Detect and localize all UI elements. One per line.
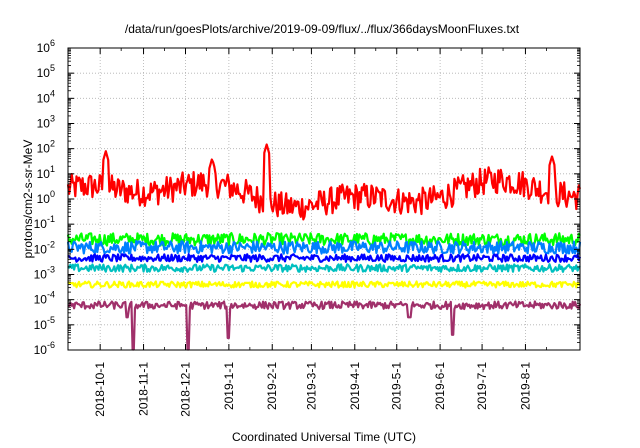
series-group xyxy=(66,143,582,351)
y-tick-exponent: -3 xyxy=(47,265,55,275)
y-tick-label: 101 xyxy=(37,164,55,181)
y-tick-exponent: 5 xyxy=(50,63,55,73)
x-axis: 2018-10-1 2018-11-1 2018-12-1 2019-1-1 2019-… xyxy=(93,48,547,417)
x-tick-label: 2018-10-1 xyxy=(93,362,107,417)
y-tick-label: 10-6 xyxy=(34,340,55,357)
x-tick-label: 2019-6-1 xyxy=(433,362,447,410)
y-tick-exponent: 1 xyxy=(50,164,55,174)
y-tick-exponent: -2 xyxy=(47,239,55,249)
y-tick-exponent: 0 xyxy=(50,189,55,199)
x-tick-label: 2018-12-1 xyxy=(179,362,193,417)
y-tick-label: 106 xyxy=(37,38,55,55)
y-tick-label: 104 xyxy=(37,88,55,105)
x-tick-label: 2018-11-1 xyxy=(137,362,151,416)
x-tick-label: 2019-1-1 xyxy=(222,362,236,410)
y-axis-label: protons/cm2-s-sr-MeV xyxy=(21,140,35,259)
y-tick-label: 10-2 xyxy=(34,239,55,256)
x-tick-label: 2019-3-1 xyxy=(304,362,318,410)
x-tick-label: 2019-8-1 xyxy=(518,362,532,410)
series-line xyxy=(67,300,582,351)
y-tick-label: 10-3 xyxy=(34,265,55,282)
x-tick-label: 2019-2-1 xyxy=(265,362,279,410)
y-tick-label: 10-4 xyxy=(34,290,55,307)
y-tick-label: 105 xyxy=(37,63,55,80)
y-tick-exponent: -6 xyxy=(47,340,55,350)
series-line xyxy=(67,280,581,289)
x-tick-label: 2019-4-1 xyxy=(348,362,362,410)
x-axis-label: Coordinated Universal Time (UTC) xyxy=(232,430,416,444)
y-tick-label: 10-1 xyxy=(34,214,55,231)
x-tick-label: 2019-7-1 xyxy=(475,362,489,410)
series-line xyxy=(66,232,581,247)
y-tick-label: 100 xyxy=(37,189,55,206)
y-tick-exponent: 6 xyxy=(50,38,55,48)
y-tick-exponent: 2 xyxy=(50,139,55,149)
y-tick-label: 103 xyxy=(37,114,55,131)
y-tick-exponent: -4 xyxy=(47,290,55,300)
y-tick-exponent: 4 xyxy=(50,88,55,98)
x-tick-label: 2019-5-1 xyxy=(390,362,404,410)
y-tick-label: 10-5 xyxy=(34,315,55,332)
y-tick-exponent: -5 xyxy=(47,315,55,325)
series-line xyxy=(67,263,581,273)
series-line xyxy=(67,253,582,263)
y-tick-exponent: -1 xyxy=(47,214,55,224)
chart-title: /data/run/goesPlots/archive/2019-09-09/f… xyxy=(125,22,520,36)
y-tick-label: 102 xyxy=(37,139,55,156)
series-line xyxy=(66,143,582,221)
y-tick-exponent: 3 xyxy=(50,114,55,124)
series-line xyxy=(66,240,582,255)
